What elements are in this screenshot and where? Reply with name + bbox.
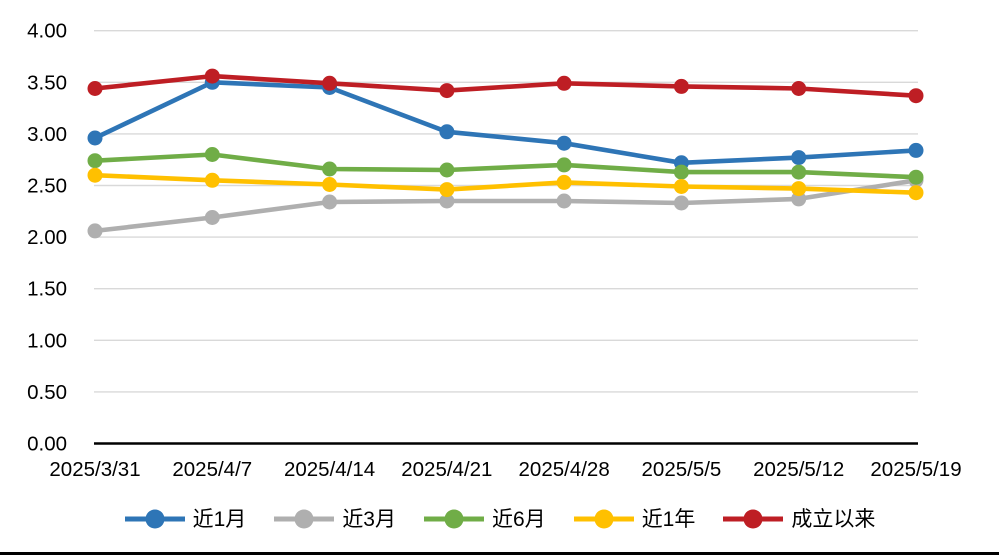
data-point — [673, 195, 689, 211]
data-point — [204, 210, 220, 225]
data-point — [322, 75, 338, 91]
x-tick-label: 2025/4/7 — [172, 458, 252, 481]
data-point — [204, 68, 220, 84]
data-point — [791, 191, 807, 207]
data-point — [908, 185, 924, 201]
series-line — [92, 172, 919, 195]
series-line — [92, 152, 919, 180]
legend-marker-icon — [424, 509, 484, 529]
data-point — [556, 174, 572, 190]
series-line — [92, 80, 919, 166]
y-tick-label: 0.00 — [27, 433, 67, 456]
data-point — [439, 193, 455, 209]
data-point — [87, 153, 103, 169]
data-point — [439, 124, 455, 140]
data-point — [204, 172, 220, 188]
data-point — [908, 88, 924, 104]
y-tick-label: 0.50 — [27, 381, 67, 404]
data-point — [204, 147, 220, 162]
x-tick-label: 2025/3/31 — [49, 458, 140, 481]
data-point — [791, 81, 807, 96]
y-tick-label: 2.00 — [27, 226, 67, 249]
data-point — [439, 83, 455, 99]
legend-marker-icon — [723, 509, 784, 529]
data-point — [673, 179, 689, 194]
chart-legend: 近1月 近3月 近6月 近1年 成立以来 — [0, 503, 999, 535]
legend-marker-dot — [145, 509, 165, 529]
legend-item-0[interactable]: 近1月 — [124, 507, 247, 531]
legend-marker-icon — [124, 509, 185, 529]
x-tick-label: 2025/4/21 — [401, 458, 492, 481]
data-point — [908, 142, 924, 158]
data-point — [556, 193, 572, 209]
data-point — [87, 130, 103, 146]
y-tick-label: 1.50 — [27, 278, 67, 301]
legend-marker-icon — [573, 509, 634, 529]
series-2 — [87, 147, 924, 185]
data-point — [322, 161, 338, 177]
series-1 — [87, 172, 924, 239]
series-3 — [87, 167, 924, 201]
y-tick-label: 3.50 — [27, 71, 67, 94]
legend-marker-icon — [274, 509, 335, 529]
data-point — [673, 78, 689, 94]
y-tick-label: 1.00 — [27, 329, 67, 352]
data-point — [322, 194, 338, 210]
y-tick-label: 2.50 — [27, 175, 67, 198]
data-point — [556, 157, 572, 173]
data-point — [322, 177, 338, 192]
data-point — [87, 81, 103, 96]
series-4 — [87, 68, 924, 104]
data-point — [439, 162, 455, 178]
x-tick-label: 2025/5/5 — [642, 458, 722, 481]
series-line — [92, 73, 919, 98]
data-point — [556, 75, 572, 91]
x-tick-label: 2025/4/28 — [519, 458, 610, 481]
data-point — [791, 164, 807, 180]
bottom-border-line — [0, 552, 999, 555]
x-tick-label: 2025/4/14 — [284, 458, 375, 481]
data-point — [87, 223, 103, 239]
data-point — [908, 169, 924, 185]
legend-label: 近3月 — [342, 507, 396, 531]
data-point — [439, 182, 455, 198]
legend-item-4[interactable]: 成立以来 — [722, 508, 875, 530]
y-tick-label: 3.00 — [27, 123, 67, 146]
y-tick-label: 4.00 — [27, 20, 67, 43]
legend-marker-dot — [594, 509, 614, 529]
legend-item-1[interactable]: 近3月 — [273, 508, 396, 530]
legend-label: 成立以来 — [791, 507, 876, 531]
legend-item-2[interactable]: 近6月 — [423, 508, 546, 530]
data-point — [791, 150, 807, 166]
legend-label: 近1年 — [641, 507, 696, 531]
x-tick-label: 2025/5/19 — [870, 458, 961, 481]
legend-item-3[interactable]: 近1年 — [573, 507, 696, 531]
data-point — [673, 164, 689, 180]
x-tick-label: 2025/5/12 — [753, 458, 844, 481]
legend-marker-dot — [294, 509, 314, 529]
data-point — [87, 167, 103, 183]
legend-label: 近6月 — [492, 507, 546, 531]
legend-label: 近1月 — [192, 507, 247, 531]
data-point — [791, 181, 807, 197]
series-line — [92, 178, 919, 234]
legend-marker-dot — [743, 509, 763, 529]
data-point — [556, 135, 572, 151]
legend-marker-dot — [444, 509, 464, 529]
plot-area: 0.00 0.50 1.00 1.50 2.00 2.50 3.00 3.50 4.00 2025… — [27, 20, 962, 481]
